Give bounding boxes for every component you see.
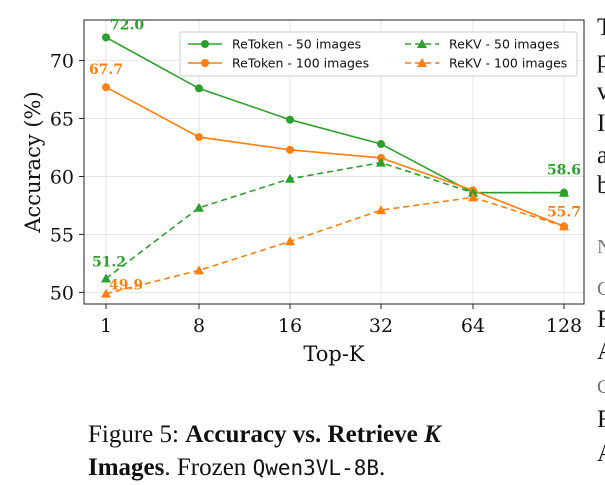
side-fragment: b [597,172,605,199]
x-tick-label: 32 [369,315,393,337]
data-label: 67.7 [89,62,123,78]
line-chart: 50 55 60 65 70 1 8 16 32 64 128 Top-K Accuracy (%) 72… [21,17,585,366]
side-fragment: T [597,14,605,41]
x-tick-label: 16 [278,315,302,337]
data-point [377,140,385,149]
legend-label: ReKV - 50 images [449,37,559,52]
y-axis-label: Accuracy (%) [21,91,45,233]
legend-marker [201,40,209,48]
data-point [101,273,111,283]
data-point [195,133,203,142]
side-fragment: I [597,110,605,137]
side-fragment: A [597,338,605,366]
data-point [195,84,203,93]
data-point [559,187,569,197]
caption-model-name: Qwen3VL-8B [252,456,379,480]
data-label: 72.0 [110,17,144,33]
series-line-0 [105,36,564,194]
caption-italic-k: K [424,421,441,448]
y-tick-label: 50 [50,282,74,304]
x-tick-label: 128 [546,315,582,337]
series-line-3 [105,196,565,295]
plot-frame [83,19,585,305]
caption-prefix: Figure 5: [88,421,186,448]
legend-label: ReToken - 100 images [232,56,369,71]
data-label: 51.2 [92,254,126,270]
caption-end: . [379,454,386,481]
caption-bold: Accuracy vs. Retrieve [185,421,425,448]
series-line-1 [105,86,565,228]
side-fragment: F [597,406,605,433]
data-point [468,187,478,197]
y-tick-label: 65 [50,109,74,131]
data-point [194,202,204,212]
side-fragment: C [597,278,605,300]
data-point [286,145,294,154]
data-point [376,157,386,167]
side-fragment: C [597,376,605,398]
y-tick-label: 70 [50,51,74,73]
data-point [468,192,478,202]
y-tick-label: 60 [50,166,74,188]
series-line-2 [105,161,564,280]
data-point [285,236,295,246]
legend-label: ReToken - 50 images [232,37,361,52]
data-point [285,173,295,183]
data-point [102,33,110,42]
caption-bold-images: Images [88,454,165,481]
legend-marker [417,39,427,48]
data-point [559,221,569,231]
side-fragment: A [597,440,605,468]
side-fragment: p [597,46,605,73]
x-tick-label: 8 [193,315,205,337]
data-label: 58.6 [547,163,581,179]
data-point [101,288,111,298]
y-tick-label: 55 [50,224,74,246]
legend-label: ReKV - 100 images [449,56,567,71]
side-fragment: F [597,306,605,333]
side-fragment: v [597,78,605,105]
side-fragment: N [597,236,605,258]
legend-box [179,31,578,77]
data-label: 49.9 [109,278,143,294]
data-label: 55.7 [547,204,581,220]
side-fragment: a [597,142,605,169]
data-point [286,115,294,124]
data-point [376,205,386,215]
data-point [194,265,204,275]
x-axis-label: Top-K [303,342,365,366]
x-tick-label: 1 [100,315,112,337]
x-tick-label: 64 [461,315,485,337]
caption-rest: . Frozen [164,454,253,481]
clipped-side-text: T p v I a b N C F A C F A [597,0,605,474]
figure-caption: Figure 5: Accuracy vs. Retrieve K Images.… [88,418,558,485]
legend-marker [201,59,209,67]
data-point [102,83,110,92]
legend-marker [417,58,427,67]
